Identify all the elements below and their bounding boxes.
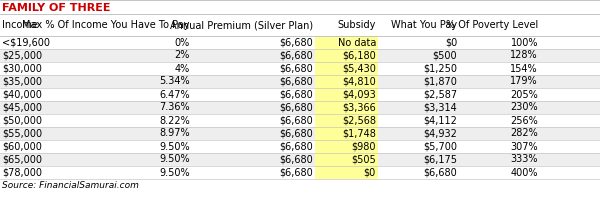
Text: 256%: 256% (510, 116, 538, 126)
Bar (0, 166, 600, 179)
Text: $1,748: $1,748 (342, 129, 376, 138)
Text: Subsidy: Subsidy (338, 20, 376, 30)
Text: 100%: 100% (511, 38, 538, 47)
Text: 5.34%: 5.34% (160, 76, 190, 86)
Text: $1,870: $1,870 (423, 76, 457, 86)
Bar (0, 36, 600, 49)
Bar (315, 114, 378, 127)
Text: $4,093: $4,093 (342, 90, 376, 99)
Bar (0, 127, 600, 140)
Text: Income: Income (2, 20, 38, 30)
Bar (0, 153, 600, 166)
Text: $5,700: $5,700 (423, 142, 457, 152)
Text: $6,680: $6,680 (279, 38, 313, 47)
Text: 154%: 154% (511, 64, 538, 73)
Bar (315, 36, 378, 49)
Bar (0, 140, 600, 153)
Text: 9.50%: 9.50% (160, 154, 190, 164)
Text: 2%: 2% (175, 50, 190, 60)
Bar (315, 88, 378, 101)
Text: $35,000: $35,000 (2, 76, 42, 86)
Text: $55,000: $55,000 (2, 129, 42, 138)
Text: Max % Of Income You Have To Pay: Max % Of Income You Have To Pay (23, 20, 190, 30)
Text: 205%: 205% (510, 90, 538, 99)
Text: $6,680: $6,680 (279, 76, 313, 86)
Bar (315, 49, 378, 62)
Bar (0, 14, 600, 36)
Bar (315, 140, 378, 153)
Text: $65,000: $65,000 (2, 154, 42, 164)
Text: $6,680: $6,680 (279, 64, 313, 73)
Text: $1,250: $1,250 (423, 64, 457, 73)
Bar (315, 127, 378, 140)
Bar (0, 88, 600, 101)
Bar (0, 75, 600, 88)
Text: $6,680: $6,680 (279, 129, 313, 138)
Text: $5,430: $5,430 (342, 64, 376, 73)
Bar (0, 101, 600, 114)
Text: $500: $500 (433, 50, 457, 60)
Text: 0%: 0% (175, 38, 190, 47)
Bar (315, 153, 378, 166)
Text: $3,314: $3,314 (423, 102, 457, 112)
Text: $45,000: $45,000 (2, 102, 42, 112)
Text: $6,680: $6,680 (279, 168, 313, 178)
Text: 8.97%: 8.97% (160, 129, 190, 138)
Text: 6.47%: 6.47% (160, 90, 190, 99)
Text: $6,680: $6,680 (279, 142, 313, 152)
Text: Annual Premium (Silver Plan): Annual Premium (Silver Plan) (170, 20, 313, 30)
Text: 307%: 307% (511, 142, 538, 152)
Text: $60,000: $60,000 (2, 142, 42, 152)
Text: 400%: 400% (511, 168, 538, 178)
Text: 179%: 179% (511, 76, 538, 86)
Text: $6,680: $6,680 (279, 102, 313, 112)
Text: $4,112: $4,112 (423, 116, 457, 126)
Text: $40,000: $40,000 (2, 90, 42, 99)
Bar (315, 75, 378, 88)
Text: $6,680: $6,680 (279, 154, 313, 164)
Text: $6,180: $6,180 (342, 50, 376, 60)
Text: 8.22%: 8.22% (159, 116, 190, 126)
Text: $6,680: $6,680 (279, 116, 313, 126)
Text: $980: $980 (352, 142, 376, 152)
Text: % Of Poverty Level: % Of Poverty Level (446, 20, 538, 30)
Text: 9.50%: 9.50% (160, 142, 190, 152)
Text: $2,568: $2,568 (342, 116, 376, 126)
Text: $6,680: $6,680 (423, 168, 457, 178)
Bar (315, 101, 378, 114)
Text: 128%: 128% (511, 50, 538, 60)
Text: $6,175: $6,175 (423, 154, 457, 164)
Text: $0: $0 (445, 38, 457, 47)
Text: $6,680: $6,680 (279, 50, 313, 60)
Text: Source: FinancialSamurai.com: Source: FinancialSamurai.com (2, 180, 139, 190)
Bar (0, 62, 600, 75)
Text: 230%: 230% (511, 102, 538, 112)
Text: $3,366: $3,366 (342, 102, 376, 112)
Text: <$19,600: <$19,600 (2, 38, 50, 47)
Text: $6,680: $6,680 (279, 90, 313, 99)
Text: No data: No data (338, 38, 376, 47)
Text: 4%: 4% (175, 64, 190, 73)
Text: $50,000: $50,000 (2, 116, 42, 126)
Text: 333%: 333% (511, 154, 538, 164)
Text: $25,000: $25,000 (2, 50, 42, 60)
Text: 7.36%: 7.36% (160, 102, 190, 112)
Bar (315, 62, 378, 75)
Text: 282%: 282% (510, 129, 538, 138)
Bar (0, 114, 600, 127)
Text: $78,000: $78,000 (2, 168, 42, 178)
Text: $2,587: $2,587 (423, 90, 457, 99)
Text: $505: $505 (351, 154, 376, 164)
Text: What You Pay: What You Pay (391, 20, 457, 30)
Text: $30,000: $30,000 (2, 64, 42, 73)
Bar (0, 49, 600, 62)
Text: $0: $0 (364, 168, 376, 178)
Text: 9.50%: 9.50% (160, 168, 190, 178)
Text: FAMILY OF THREE: FAMILY OF THREE (2, 3, 110, 13)
Text: $4,932: $4,932 (423, 129, 457, 138)
Bar (315, 166, 378, 179)
Text: $4,810: $4,810 (342, 76, 376, 86)
